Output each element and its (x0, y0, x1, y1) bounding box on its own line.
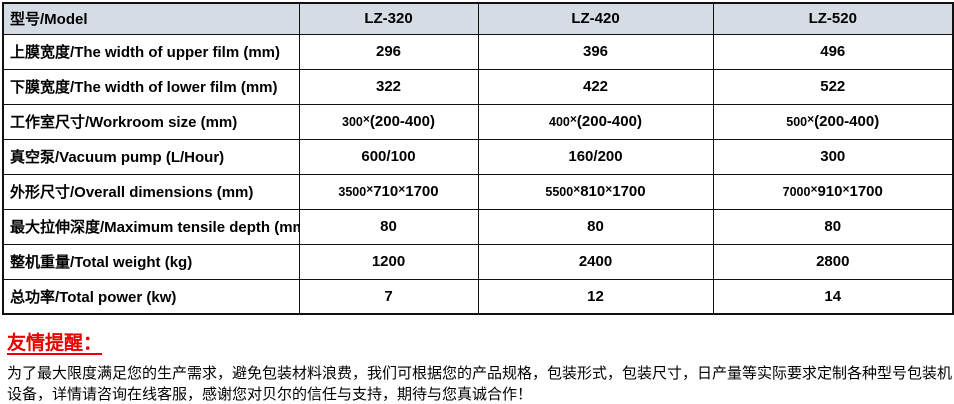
value-part: 5500 (545, 185, 574, 199)
table-row: 下膜宽度/The width of lower film (mm) 322 422 5… (2, 68, 954, 105)
value-part: 1700 (612, 183, 646, 200)
cell-value: 12 (477, 278, 714, 315)
row-label: 最大拉伸深度/Maximum tensile depth (mm) (2, 208, 300, 245)
table-row: 上膜宽度/The width of upper film (mm) 296 396 4… (2, 33, 954, 70)
notice-title: 友情提醒： (7, 333, 103, 354)
table-row: 整机重量/Total weight (kg) 1200 2400 2800 (2, 243, 954, 280)
multiply-sign: × (366, 182, 374, 196)
cell-value: 496 (712, 33, 954, 70)
value-part: 1700 (849, 183, 883, 200)
cell-value: 80 (712, 208, 954, 245)
row-label: 真空泵/Vacuum pump (L/Hour) (2, 138, 300, 175)
cell-value: 300 (712, 138, 954, 175)
cell-value: 422 (477, 68, 714, 105)
row-label: 整机重量/Total weight (kg) (2, 243, 300, 280)
table-row: 最大拉伸深度/Maximum tensile depth (mm) 80 80 80 (2, 208, 954, 245)
cell-value: 3500×710×1700 (298, 173, 479, 210)
row-label: 下膜宽度/The width of lower film (mm) (2, 68, 300, 105)
value-part: 710 (373, 183, 399, 200)
value-part: (200-400) (814, 113, 880, 130)
value-part: 500 (786, 115, 808, 129)
multiply-sign: × (362, 112, 370, 126)
multiply-sign: × (398, 182, 406, 196)
cell-value: 80 (298, 208, 479, 245)
cell-value: 600/100 (298, 138, 479, 175)
cell-value: 522 (712, 68, 954, 105)
cell-value: 7000×910×1700 (712, 173, 954, 210)
row-label: 工作室尺寸/Workroom size (mm) (2, 103, 300, 140)
value-part: 3500 (338, 185, 367, 199)
model-column-header: 型号/Model (2, 2, 300, 35)
table-body: 上膜宽度/The width of upper film (mm) 296 396 4… (2, 33, 954, 315)
cell-value: 396 (477, 33, 714, 70)
value-part: 1700 (405, 183, 439, 200)
table-row: 总功率/Total power (kw) 7 12 14 (2, 278, 954, 315)
model-header-cell: LZ-420 (477, 2, 714, 35)
multiply-sign: × (810, 182, 818, 196)
value-part: (200-400) (576, 113, 642, 130)
table-row: 外形尺寸/Overall dimensions (mm) 3500×710×170… (2, 173, 954, 210)
notice-section: 友情提醒： 为了最大限度满足您的生产需求，避免包装材料浪费，我们可根据您的产品规… (2, 315, 952, 404)
value-part: 300 (342, 115, 363, 129)
value-part: 910 (817, 183, 843, 200)
multiply-sign: × (573, 182, 581, 196)
row-label: 上膜宽度/The width of upper film (mm) (2, 33, 300, 70)
table-header-row: 型号/Model LZ-320 LZ-420 LZ-520 (2, 2, 954, 35)
model-header-cell: LZ-520 (712, 2, 954, 35)
table-row: 真空泵/Vacuum pump (L/Hour) 600/100 160/200 30… (2, 138, 954, 175)
value-part: 400 (549, 115, 570, 129)
cell-value: 322 (298, 68, 479, 105)
value-part: (200-400) (369, 113, 435, 130)
cell-value: 7 (298, 278, 479, 315)
cell-value: 5500×810×1700 (477, 173, 714, 210)
cell-value: 2800 (712, 243, 954, 280)
multiply-sign: × (807, 112, 815, 126)
value-part: 810 (580, 183, 606, 200)
table-row: 工作室尺寸/Workroom size (mm) 300×(200-400) 400… (2, 103, 954, 140)
cell-value: 500×(200-400) (712, 103, 954, 140)
cell-value: 80 (477, 208, 714, 245)
cell-value: 296 (298, 33, 479, 70)
model-header-cell: LZ-320 (298, 2, 479, 35)
cell-value: 400×(200-400) (477, 103, 714, 140)
cell-value: 2400 (477, 243, 714, 280)
spec-table: 型号/Model LZ-320 LZ-420 LZ-520 上膜宽度/The wid… (2, 2, 954, 315)
row-label: 总功率/Total power (kw) (2, 278, 300, 315)
value-part: 7000 (782, 185, 811, 199)
notice-body: 为了最大限度满足您的生产需求，避免包装材料浪费，我们可根据您的产品规格，包装形式… (7, 366, 953, 403)
multiply-sign: × (605, 182, 613, 196)
multiply-sign: × (842, 182, 850, 196)
row-label: 外形尺寸/Overall dimensions (mm) (2, 173, 300, 210)
cell-value: 300×(200-400) (298, 103, 479, 140)
cell-value: 14 (712, 278, 954, 315)
cell-value: 160/200 (477, 138, 714, 175)
multiply-sign: × (569, 112, 577, 126)
cell-value: 1200 (298, 243, 479, 280)
